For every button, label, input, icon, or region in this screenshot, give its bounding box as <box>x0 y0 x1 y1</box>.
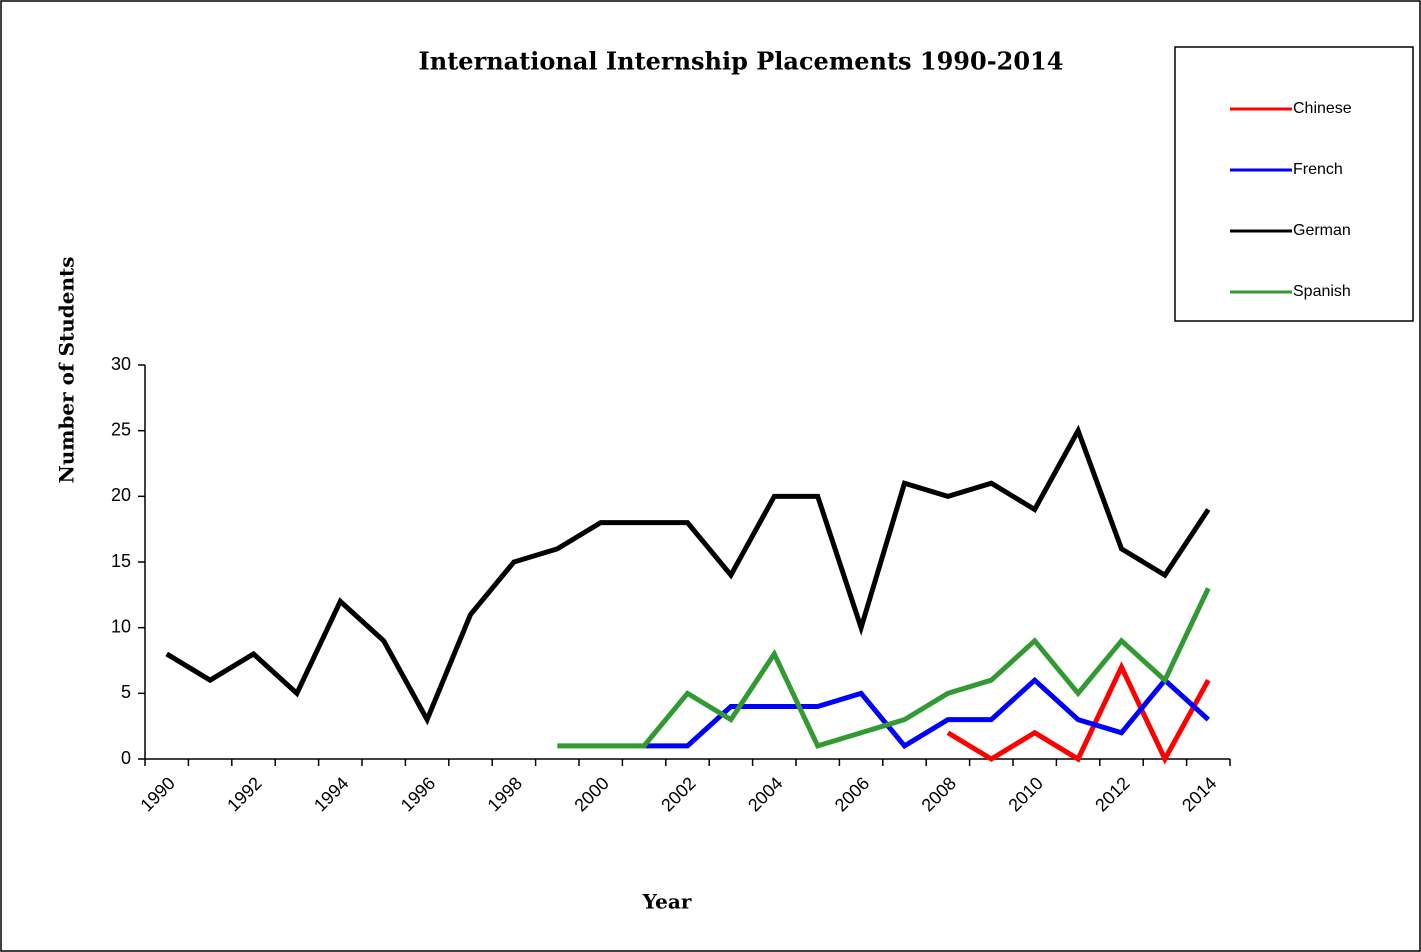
legend-label: Chinese <box>1293 100 1352 117</box>
y-tick-label: 30 <box>111 354 131 374</box>
y-tick-label: 10 <box>111 616 131 636</box>
y-tick-label: 25 <box>111 419 131 439</box>
series-line <box>165 424 1211 726</box>
legend-box <box>1174 46 1414 322</box>
y-tick-label: 15 <box>111 551 131 571</box>
y-tick-label: 0 <box>121 748 131 768</box>
legend-label: German <box>1293 222 1351 239</box>
chart-title: International Internship Placements 1990… <box>419 47 1064 76</box>
series-line <box>946 661 1211 765</box>
series-line <box>557 587 1211 749</box>
y-axis-label: Number of Students <box>55 256 79 483</box>
legend-label: Spanish <box>1293 283 1351 300</box>
legend-label: French <box>1293 161 1343 178</box>
y-tick-label: 5 <box>121 682 131 702</box>
y-tick-label: 20 <box>111 485 131 505</box>
x-axis-label: Year <box>642 890 692 914</box>
